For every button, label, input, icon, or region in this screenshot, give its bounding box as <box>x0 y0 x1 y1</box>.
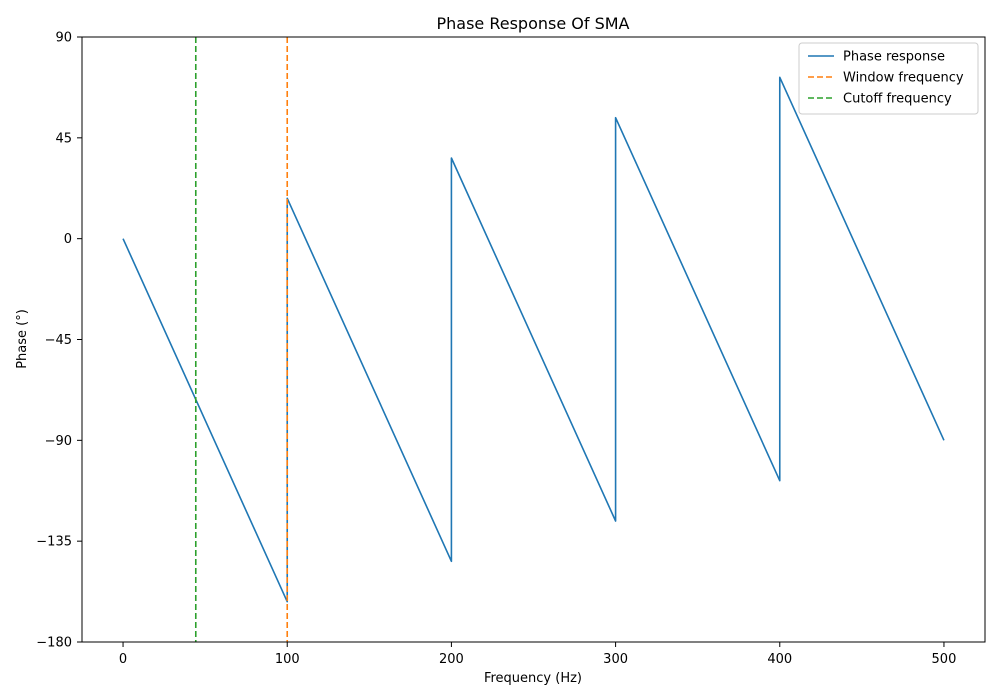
plot-area <box>122 37 945 642</box>
y-tick-label: −135 <box>36 535 72 550</box>
y-tick-label: 0 <box>64 232 72 247</box>
legend-label-phase-response: Phase response <box>843 50 945 65</box>
legend-box <box>798 42 979 115</box>
x-tick-label: 400 <box>767 652 792 667</box>
legend-label-cutoff-frequency: Cutoff frequency <box>843 92 952 107</box>
phase-response-line <box>122 76 945 603</box>
y-tick-label: 90 <box>55 31 72 46</box>
x-axis-ticks: 0 100 200 300 400 500 <box>119 642 956 667</box>
x-tick-label: 300 <box>603 652 628 667</box>
y-tick-label: −90 <box>45 434 72 449</box>
x-tick-label: 500 <box>932 652 957 667</box>
legend: Phase response Window frequency Cutoff fre… <box>798 42 979 115</box>
y-axis-label: Phase (°) <box>15 309 30 369</box>
x-axis-label: Frequency (Hz) <box>484 671 582 686</box>
y-tick-label: 45 <box>55 131 72 146</box>
legend-label-window-frequency: Window frequency <box>843 71 964 86</box>
y-tick-label: −180 <box>36 636 72 651</box>
chart-title: Phase Response Of SMA <box>436 14 629 33</box>
x-tick-label: 100 <box>275 652 300 667</box>
y-axis-ticks: −180 −135 −90 −45 0 45 90 <box>36 31 82 651</box>
x-tick-label: 200 <box>439 652 464 667</box>
y-tick-label: −45 <box>45 333 72 348</box>
plot-frame <box>81 36 986 643</box>
x-tick-label: 0 <box>119 652 127 667</box>
